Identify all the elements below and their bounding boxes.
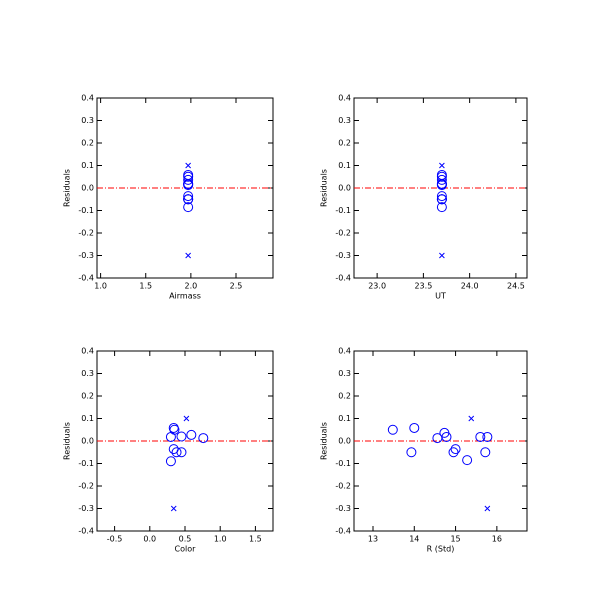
- x-tick-label: 0.0: [143, 535, 156, 544]
- y-tick-label: 0.2: [338, 139, 351, 148]
- y-tick-label: 0.3: [338, 369, 351, 378]
- y-tick-label: -0.4: [78, 527, 94, 536]
- x-tick-label: 23.0: [368, 282, 386, 291]
- y-tick-label: 0.1: [81, 414, 94, 423]
- cross-point: [468, 415, 475, 422]
- y-tick-label: 0.0: [81, 437, 94, 446]
- circle-point: [171, 447, 182, 458]
- x-tick-label: 13: [368, 535, 378, 544]
- y-tick-label: 0.0: [338, 437, 351, 446]
- y-tick-label: -0.2: [78, 482, 94, 491]
- cross-point: [185, 162, 192, 169]
- x-axis-label: Airmass: [169, 292, 201, 301]
- y-tick-label: 0.4: [81, 94, 94, 103]
- x-tick-label: 1.0: [94, 282, 107, 291]
- y-tick-label: -0.1: [335, 459, 351, 468]
- x-tick-label: 24.0: [461, 282, 479, 291]
- y-tick-label: -0.4: [78, 274, 94, 283]
- circle-point: [436, 194, 447, 205]
- y-tick-label: 0.2: [81, 139, 94, 148]
- y-tick-label: 0.4: [81, 347, 94, 356]
- circle-point: [183, 174, 194, 185]
- x-tick-label: 0.5: [179, 535, 192, 544]
- circle-point: [387, 424, 398, 435]
- y-tick-label: -0.4: [335, 274, 351, 283]
- y-axis-label: Residuals: [63, 169, 72, 207]
- circle-point: [176, 447, 187, 458]
- circle-point: [436, 202, 447, 213]
- circle-point: [183, 191, 194, 202]
- circle-point: [480, 447, 491, 458]
- y-tick-label: -0.4: [335, 527, 351, 536]
- circle-point: [198, 433, 209, 444]
- cross-point: [439, 252, 445, 259]
- x-axis-label: R (Std): [427, 545, 455, 554]
- circle-point: [475, 431, 486, 442]
- y-tick-label: -0.3: [335, 251, 351, 260]
- y-tick-label: -0.3: [335, 504, 351, 513]
- x-tick-label: 1.0: [214, 535, 227, 544]
- y-tick-label: 0.3: [338, 116, 351, 125]
- circle-point: [441, 431, 452, 442]
- y-tick-label: 0.1: [338, 414, 351, 423]
- cross-point: [170, 505, 177, 512]
- y-tick-label: -0.3: [78, 504, 94, 513]
- y-tick-label: 0.2: [338, 392, 351, 401]
- y-tick-label: 0.4: [338, 347, 351, 356]
- x-tick-label: 14: [409, 535, 419, 544]
- circle-point: [406, 447, 417, 458]
- y-tick-label: -0.1: [78, 459, 94, 468]
- circle-point: [165, 456, 176, 467]
- y-tick-label: -0.3: [78, 251, 94, 260]
- x-tick-label: 1.5: [139, 282, 152, 291]
- x-tick-label: 23.5: [414, 282, 432, 291]
- cross-point: [183, 415, 190, 422]
- y-tick-label: 0.3: [81, 116, 94, 125]
- y-tick-label: -0.1: [78, 206, 94, 215]
- y-tick-label: 0.1: [81, 161, 94, 170]
- x-tick-label: 2.5: [230, 282, 243, 291]
- x-tick-label: 16: [492, 535, 502, 544]
- x-tick-label: 2.0: [184, 282, 197, 291]
- y-tick-label: 0.2: [81, 392, 94, 401]
- circle-point: [436, 174, 447, 185]
- circle-point: [482, 431, 493, 442]
- circle-point: [183, 178, 194, 189]
- circle-point: [183, 202, 194, 213]
- circle-point: [448, 447, 459, 458]
- x-axis-label: UT: [435, 292, 446, 301]
- circle-point: [436, 178, 447, 189]
- y-tick-label: 0.0: [81, 184, 94, 193]
- y-axis-label: Residuals: [63, 422, 72, 460]
- y-tick-label: 0.1: [338, 161, 351, 170]
- y-tick-label: -0.2: [335, 482, 351, 491]
- y-tick-label: -0.2: [335, 229, 351, 238]
- circle-point: [462, 455, 473, 466]
- circle-point: [436, 191, 447, 202]
- x-axis-label: Color: [175, 545, 197, 554]
- y-tick-label: 0.0: [338, 184, 351, 193]
- circle-point: [450, 444, 461, 455]
- circle-point: [165, 431, 176, 442]
- cross-point: [439, 162, 445, 169]
- x-tick-label: 15: [450, 535, 460, 544]
- y-tick-label: -0.1: [335, 206, 351, 215]
- y-tick-label: -0.2: [78, 229, 94, 238]
- x-tick-label: 24.5: [507, 282, 525, 291]
- y-axis-label: Residuals: [320, 422, 329, 460]
- circle-point: [186, 429, 197, 440]
- x-tick-label: 1.5: [249, 535, 262, 544]
- y-axis-label: Residuals: [320, 169, 329, 207]
- y-tick-label: 0.4: [338, 94, 351, 103]
- cross-point: [185, 252, 192, 259]
- cross-point: [484, 505, 491, 512]
- y-tick-label: 0.3: [81, 369, 94, 378]
- circle-point: [183, 194, 194, 205]
- x-tick-label: -0.5: [107, 535, 123, 544]
- circle-point: [409, 422, 420, 433]
- circle-point: [176, 431, 187, 442]
